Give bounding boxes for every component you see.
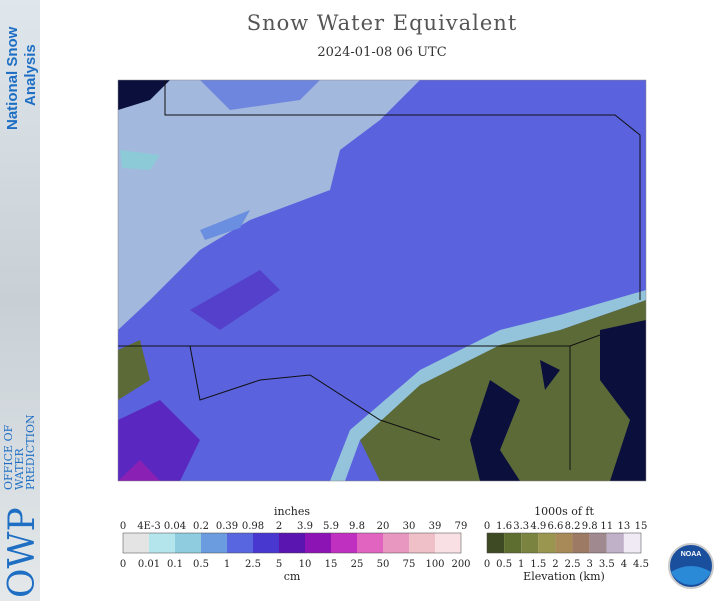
legend-unit: Elevation (km) — [523, 570, 605, 583]
legend-top-label: 0.04 — [164, 521, 186, 532]
brand: Analysis — [22, 44, 39, 106]
legend-swatch — [383, 533, 409, 553]
legend-bottom-label: 50 — [377, 559, 390, 570]
legend-top-label: 4.9 — [530, 521, 546, 532]
legend-title: inches — [274, 505, 310, 518]
legend-bottom-label: 0 — [484, 559, 490, 570]
legend-bottom-label: 0.5 — [496, 559, 512, 570]
legend-swatch — [305, 533, 331, 553]
legend-bottom-label: 3 — [586, 559, 592, 570]
legend-top-label: 2 — [276, 521, 282, 532]
legend-top-label: 0.98 — [242, 521, 264, 532]
legend-bottom-label: 0 — [120, 559, 126, 570]
legend-bottom-label: 1 — [518, 559, 524, 570]
legend-swatch — [175, 533, 201, 553]
legend-top-label: 9.8 — [582, 521, 598, 532]
brand: National Snow — [4, 26, 21, 130]
legend-top-label: 13 — [618, 521, 631, 532]
legend-bottom-label: 0.1 — [167, 559, 183, 570]
legend-frame — [486, 532, 642, 554]
legend-swatch — [149, 533, 175, 553]
legend-swatch — [538, 533, 556, 553]
noaa-label: NOAA — [681, 551, 702, 558]
legend-top-label: 20 — [377, 521, 390, 532]
legend-bottom-label: 100 — [425, 559, 444, 570]
legend-top-label: 0 — [120, 521, 126, 532]
legend-swatch — [409, 533, 435, 553]
legend-swatch — [487, 533, 505, 553]
office: WATER — [13, 448, 26, 490]
legend-bottom-label: 3.5 — [599, 559, 615, 570]
legend-swatch — [623, 533, 641, 553]
legend-bottom-label: 1 — [224, 559, 230, 570]
legend-swatch — [504, 533, 522, 553]
legend-top-label: 79 — [455, 521, 468, 532]
legend-bottom-label: 1.5 — [530, 559, 546, 570]
legend-swatch — [279, 533, 305, 553]
legend-swatch — [331, 533, 357, 553]
subtitle: 2024-01-08 06 UTC — [317, 45, 446, 60]
legend-swatch — [357, 533, 383, 553]
legend-top-label: 30 — [403, 521, 416, 532]
legend-top-label: 8.2 — [565, 521, 581, 532]
title: Snow Water Equivalent — [247, 11, 518, 35]
legend-swatch — [435, 533, 461, 553]
legend-bottom-label: 2.5 — [565, 559, 581, 570]
legend-top-label: 3.9 — [297, 521, 313, 532]
legend-bottom-label: 4.5 — [633, 559, 649, 570]
legend-swatch — [606, 533, 624, 553]
legend-top-label: 0 — [484, 521, 490, 532]
legend-bottom-label: 200 — [451, 559, 470, 570]
legend-top-label: 39 — [429, 521, 442, 532]
legend-bottom-label: 25 — [351, 559, 364, 570]
legend-bottom-label: 15 — [325, 559, 338, 570]
legend-top-label: 0.39 — [216, 521, 238, 532]
legend-bottom-label: 75 — [403, 559, 416, 570]
legend-swatch — [253, 533, 279, 553]
map — [117, 79, 647, 482]
legend-top-label: 6.6 — [547, 521, 563, 532]
sidebar — [0, 0, 40, 601]
legend-top-label: 9.8 — [349, 521, 365, 532]
legend-bottom-label: 4 — [621, 559, 627, 570]
legend-top-label: 5.9 — [323, 521, 339, 532]
legend-title: 1000s of ft — [534, 505, 594, 518]
office: OFFICE OF — [2, 424, 15, 490]
legend-bottom-label: 10 — [299, 559, 312, 570]
legend-top-label: 3.3 — [513, 521, 529, 532]
legend-swatch — [555, 533, 573, 553]
legend-swatch — [123, 533, 149, 553]
logo: OWP — [2, 507, 43, 598]
legend-swatch — [201, 533, 227, 553]
legend-bottom-label: 0.01 — [138, 559, 160, 570]
legend-top-label: 15 — [635, 521, 648, 532]
legend-top-label: 0.2 — [193, 521, 209, 532]
legend-top-label: 1.6 — [496, 521, 512, 532]
legend-top-label: 11 — [600, 521, 613, 532]
legend-bottom-label: 5 — [276, 559, 282, 570]
legend-swatch — [227, 533, 253, 553]
legend-top-label: 4E-3 — [137, 521, 161, 532]
legend-swatch — [572, 533, 590, 553]
legend-unit: cm — [284, 570, 301, 583]
legend-frame — [122, 532, 462, 554]
office: PREDICTION — [24, 414, 37, 490]
legend-bottom-label: 2.5 — [245, 559, 261, 570]
legend-swatch — [589, 533, 607, 553]
legend-bottom-label: 0.5 — [193, 559, 209, 570]
legend-bottom-label: 2 — [552, 559, 558, 570]
legend-swatch — [521, 533, 539, 553]
